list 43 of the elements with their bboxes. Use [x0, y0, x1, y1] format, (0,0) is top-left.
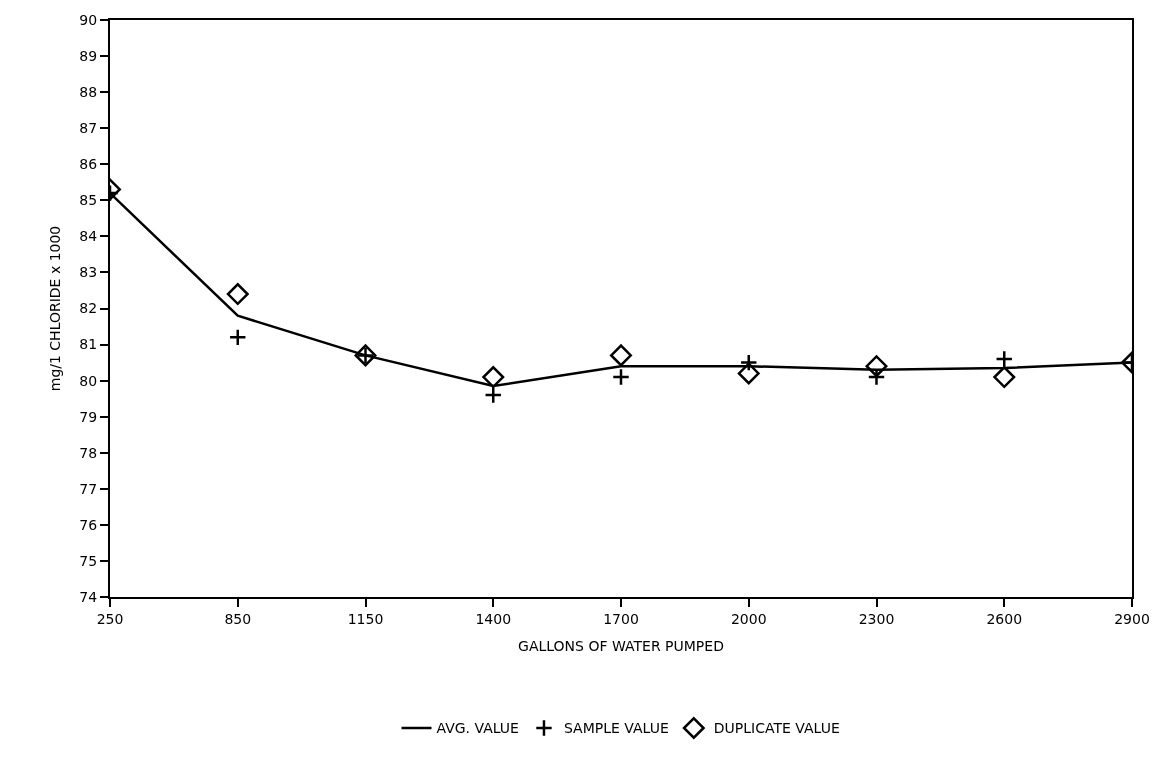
point: [995, 350, 1014, 368]
y-tick-label: 86: [79, 156, 98, 173]
y-tick-label: 77: [79, 480, 98, 497]
legend-label: AVG. VALUE: [436, 720, 519, 737]
point: [610, 344, 632, 367]
y-tick-label: 85: [79, 192, 98, 209]
x-tick-label: 1150: [347, 610, 384, 627]
point: [739, 353, 758, 372]
y-tick-label: 83: [79, 264, 98, 281]
y-tick-label: 81: [79, 336, 98, 353]
y-tick-label: 76: [79, 516, 98, 533]
y-tick-label: 79: [79, 408, 98, 425]
point: [865, 355, 888, 378]
point: [484, 386, 503, 404]
y-tick-label: 78: [79, 444, 98, 461]
y-tick-label: 89: [79, 47, 98, 64]
point: [482, 366, 505, 389]
y-tick-label: 84: [79, 228, 98, 245]
legend-label: DUPLICATE VALUE: [713, 720, 840, 737]
x-axis-title: GALLONS OF WATER PUMPED: [518, 637, 724, 654]
y-axis-title: mg/1 CHLORIDE x 1000: [47, 225, 64, 392]
y-tick-label: 90: [79, 11, 98, 28]
y-tick-label: 75: [79, 552, 98, 569]
y-tick-label: 74: [79, 588, 98, 605]
y-tick-label: 82: [79, 300, 98, 317]
point: [228, 328, 247, 347]
x-tick-label: 2600: [986, 610, 1023, 627]
point: [226, 283, 249, 306]
y-tick-label: 87: [79, 120, 98, 137]
x-tick-label: 2000: [730, 610, 767, 627]
legend-label: SAMPLE VALUE: [563, 720, 669, 737]
point: [867, 368, 886, 386]
point: [737, 362, 760, 385]
x-tick-label: 1400: [475, 610, 512, 627]
y-tick-label: 88: [79, 84, 98, 101]
point: [612, 368, 630, 386]
x-tick-label: 850: [224, 610, 252, 627]
x-tick-label: 250: [96, 610, 124, 627]
x-tick-label: 1700: [603, 610, 639, 627]
x-tick-label: 2300: [858, 610, 895, 627]
point: [993, 366, 1016, 389]
x-tick-label: 2900: [1114, 610, 1150, 627]
y-tick-label: 80: [79, 372, 98, 389]
